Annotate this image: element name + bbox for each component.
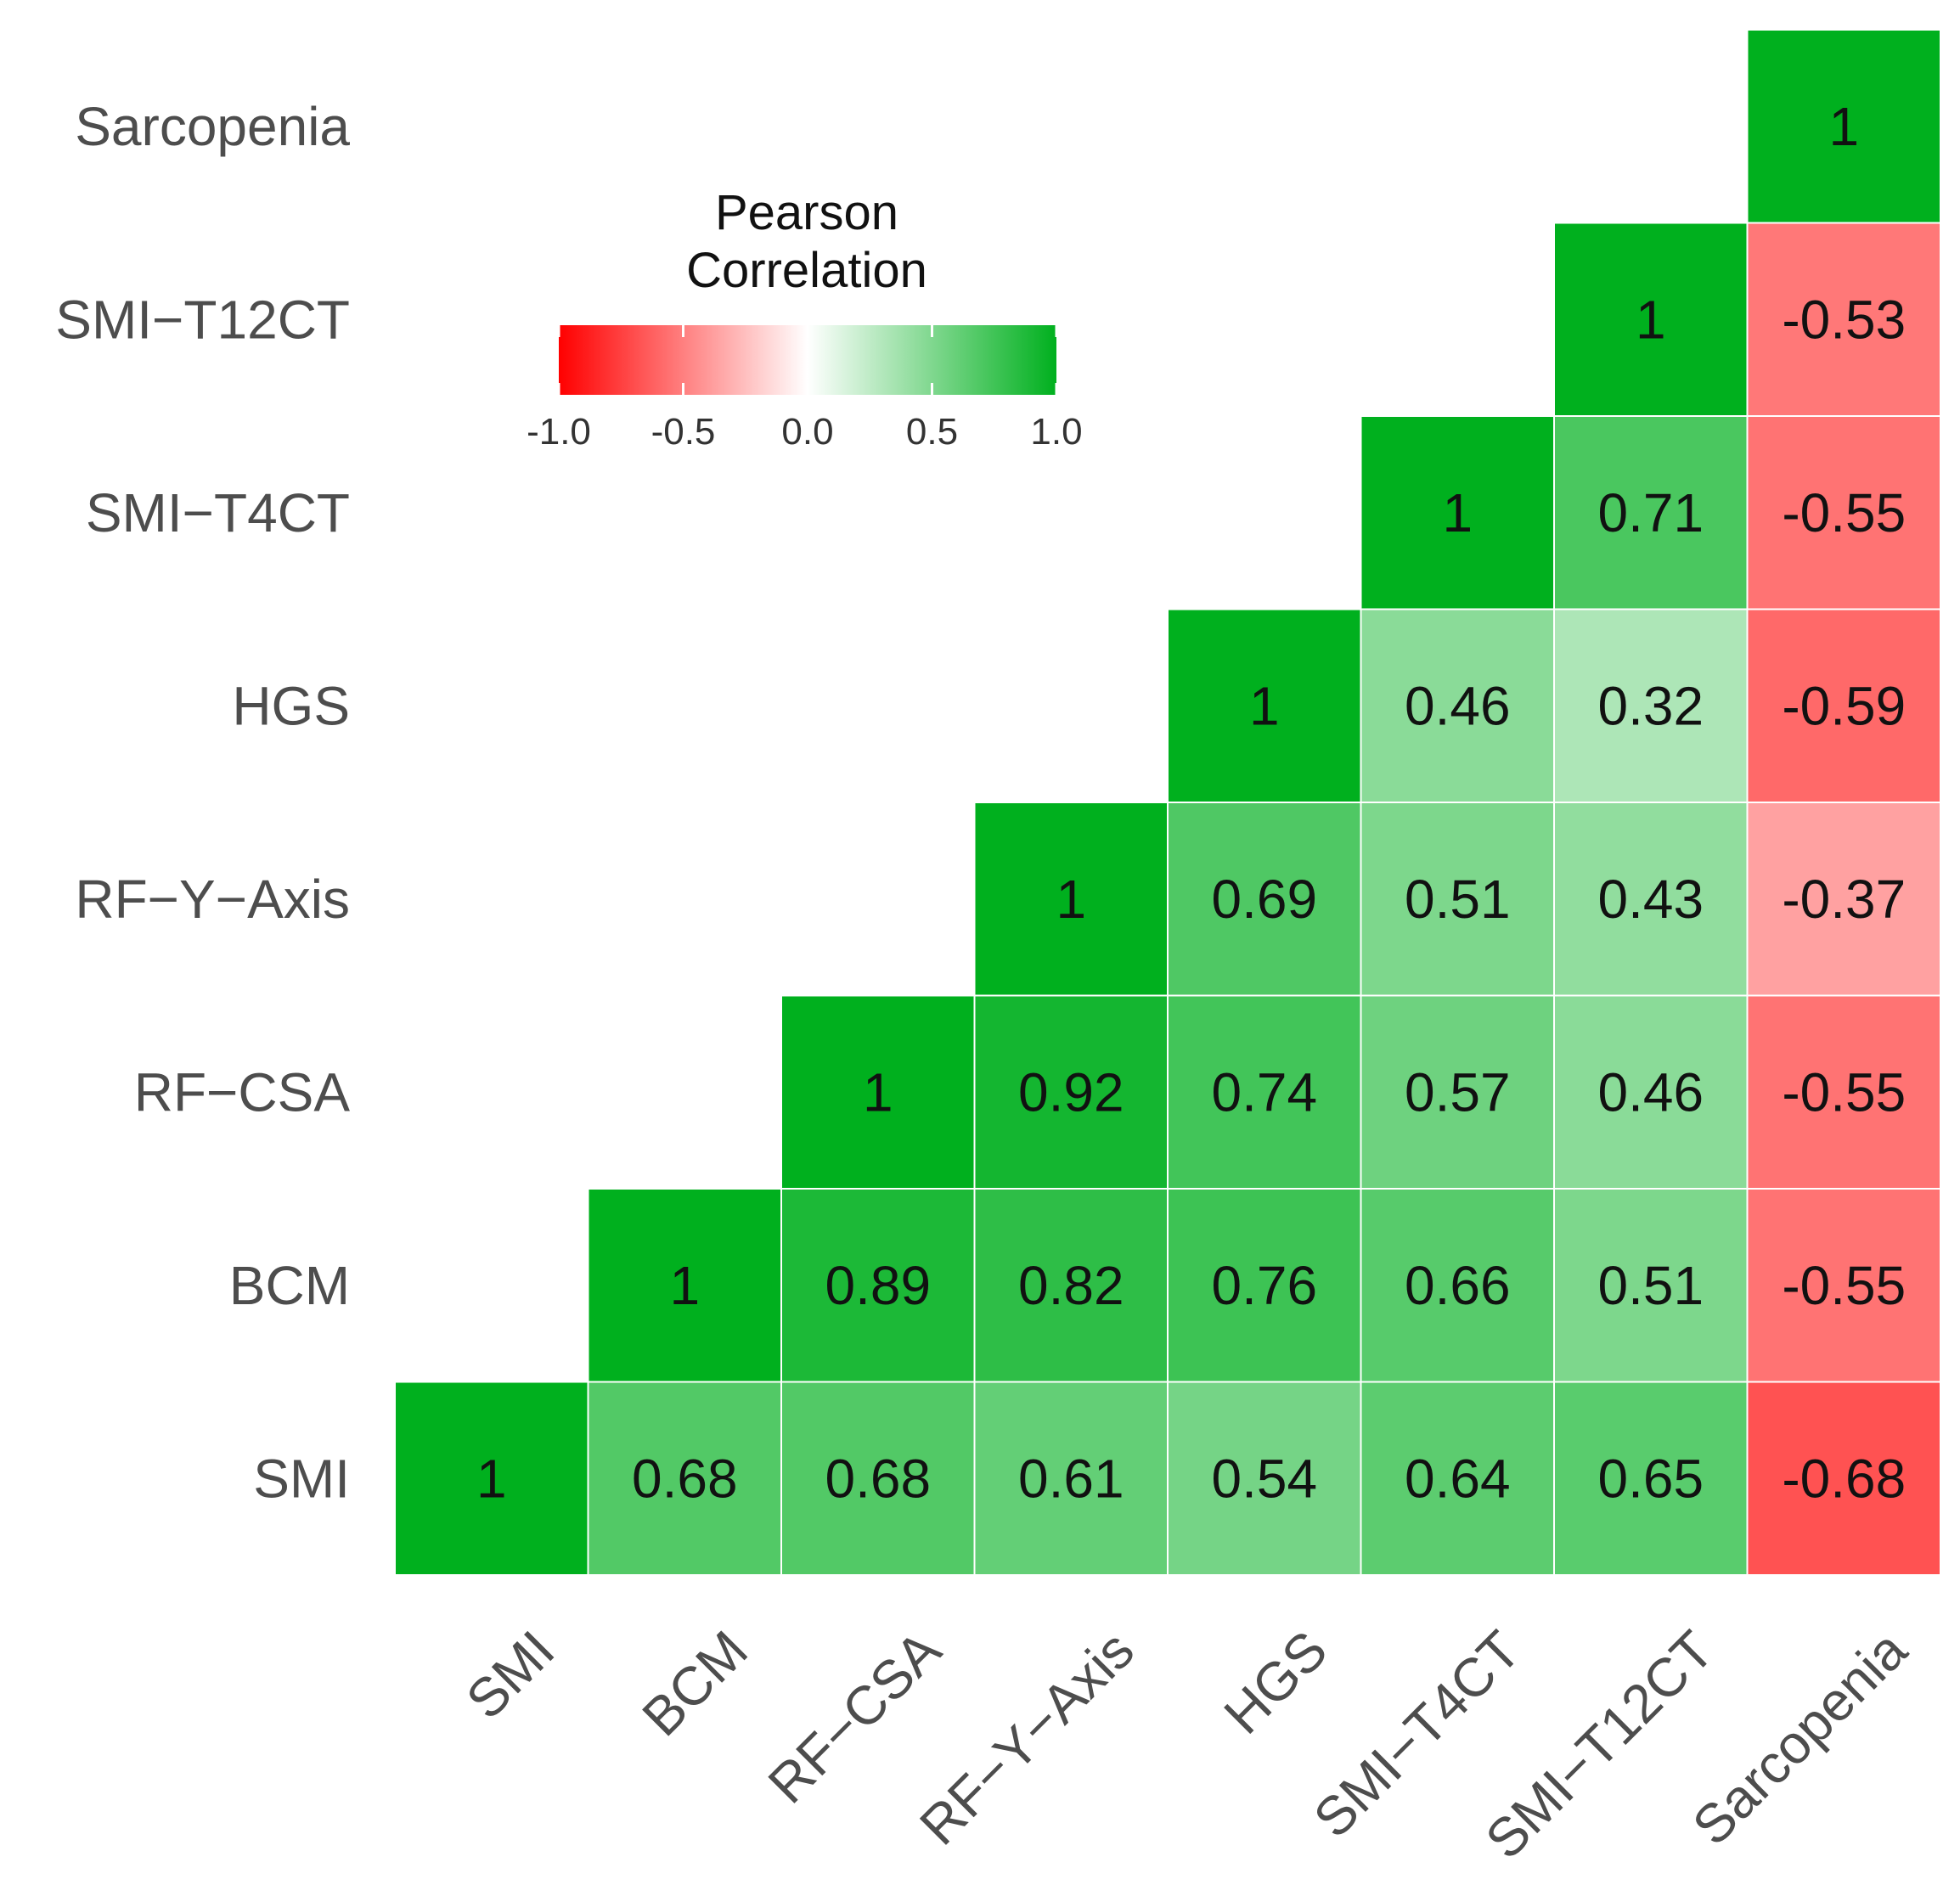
x-label-hgs: HGS <box>1212 1619 1338 1746</box>
legend-tick-label: -1.0 <box>527 411 591 453</box>
cell-value-smi-t4ct-smi: 0.64 <box>1405 1448 1511 1509</box>
cell-smi-t12ct-rf-y-axis <box>1553 802 1749 997</box>
legend-tick-label: 1.0 <box>1030 411 1082 453</box>
cell-value-rf-csa-rf-csa: 1 <box>863 1061 893 1122</box>
cell-bcm-smi <box>587 1381 782 1576</box>
legend-tick-label: 0.5 <box>906 411 958 453</box>
cell-hgs-rf-csa <box>1167 994 1362 1190</box>
y-label-rf-y-axis: RF−Y−Axis <box>75 869 350 930</box>
cell-value-rf-y-axis-smi: 0.61 <box>1018 1448 1124 1509</box>
cell-value-bcm-bcm: 1 <box>669 1255 700 1316</box>
cell-value-sarcopenia-rf-csa: -0.55 <box>1782 1061 1906 1122</box>
x-label-bcm: BCM <box>630 1619 758 1747</box>
y-axis-labels: SMI BCM RF−CSA RF−Y−Axis HGS SMI−T4CT SMI−T12C… <box>55 96 350 1510</box>
cell-smi-t4ct-rf-y-axis <box>1360 802 1555 997</box>
cell-value-smi-t12ct-smi-t4ct: 0.71 <box>1597 482 1704 543</box>
cell-rf-y-axis-bcm <box>973 1188 1169 1383</box>
cell-rf-csa-rf-csa <box>780 994 976 1190</box>
cell-smi-t4ct-hgs <box>1360 608 1555 803</box>
cell-rf-y-axis-rf-csa <box>973 994 1169 1190</box>
cell-value-hgs-hgs: 1 <box>1249 675 1280 736</box>
cell-value-hgs-rf-csa: 0.74 <box>1211 1061 1317 1122</box>
cell-value-smi-t12ct-rf-y-axis: 0.43 <box>1597 869 1704 930</box>
cell-value-rf-y-axis-rf-y-axis: 1 <box>1056 869 1086 930</box>
cell-sarcopenia-smi-t12ct <box>1746 222 1941 417</box>
cell-rf-csa-bcm <box>780 1188 976 1383</box>
cell-smi-t4ct-rf-csa <box>1360 994 1555 1190</box>
cell-smi-t12ct-bcm <box>1553 1188 1749 1383</box>
cell-value-sarcopenia-hgs: -0.59 <box>1782 675 1906 736</box>
cell-rf-y-axis-smi <box>973 1381 1169 1576</box>
cell-rf-y-axis-rf-y-axis <box>973 802 1169 997</box>
cell-value-sarcopenia-sarcopenia: 1 <box>1828 96 1859 157</box>
cell-smi-t4ct-smi <box>1360 1381 1555 1576</box>
y-label-rf-csa: RF−CSA <box>134 1061 351 1122</box>
cell-value-smi-t12ct-rf-csa: 0.46 <box>1597 1061 1704 1122</box>
cell-sarcopenia-sarcopenia <box>1746 29 1941 224</box>
y-label-smi: SMI <box>253 1448 350 1509</box>
cell-value-bcm-smi: 0.68 <box>632 1448 738 1509</box>
cell-value-sarcopenia-smi-t12ct: -0.53 <box>1782 289 1906 350</box>
cell-value-hgs-smi: 0.54 <box>1211 1448 1317 1509</box>
cell-smi-t4ct-bcm <box>1360 1188 1555 1383</box>
cell-sarcopenia-smi <box>1746 1381 1941 1576</box>
y-label-bcm: BCM <box>229 1255 350 1316</box>
legend-tick-label: 0.0 <box>781 411 833 453</box>
cell-smi-smi <box>394 1381 589 1576</box>
cell-value-rf-csa-smi: 0.68 <box>825 1448 931 1509</box>
cell-hgs-bcm <box>1167 1188 1362 1383</box>
cell-value-sarcopenia-bcm: -0.55 <box>1782 1255 1906 1316</box>
y-label-smi-t4ct: SMI−T4CT <box>86 482 350 543</box>
cell-value-hgs-rf-y-axis: 0.69 <box>1211 869 1317 930</box>
cell-value-rf-y-axis-rf-csa: 0.92 <box>1018 1061 1124 1122</box>
heatmap-cells <box>394 29 1941 1576</box>
color-legend: Pearson Correlation -1.0 -0.5 0.0 0.5 1.0 <box>527 185 1083 453</box>
cell-smi-t12ct-smi-t4ct <box>1553 415 1749 610</box>
cell-sarcopenia-smi-t4ct <box>1746 415 1941 610</box>
cell-value-rf-y-axis-bcm: 0.82 <box>1018 1255 1124 1316</box>
cell-value-smi-t12ct-smi: 0.65 <box>1597 1448 1704 1509</box>
x-label-rf-csa: RF−CSA <box>757 1619 953 1815</box>
cell-value-hgs-bcm: 0.76 <box>1211 1255 1317 1316</box>
cell-value-smi-smi: 1 <box>476 1448 507 1509</box>
y-label-smi-t12ct: SMI−T12CT <box>55 289 350 350</box>
cell-value-smi-t4ct-rf-y-axis: 0.51 <box>1405 869 1511 930</box>
x-label-smi: SMI <box>454 1619 566 1730</box>
cell-sarcopenia-hgs <box>1746 608 1941 803</box>
cell-value-smi-t12ct-bcm: 0.51 <box>1597 1255 1704 1316</box>
legend-tick-label: -0.5 <box>651 411 716 453</box>
cell-value-sarcopenia-smi-t4ct: -0.55 <box>1782 482 1906 543</box>
cell-value-smi-t4ct-smi-t4ct: 1 <box>1442 482 1473 543</box>
cell-value-smi-t12ct-hgs: 0.32 <box>1597 675 1704 736</box>
legend-ticks: -1.0 -0.5 0.0 0.5 1.0 <box>527 325 1083 453</box>
legend-title-line2: Correlation <box>686 243 927 298</box>
cell-value-sarcopenia-smi: -0.68 <box>1782 1448 1906 1509</box>
heatmap-cell-labels: 1 0.68 1 0.68 0.89 1 0.61 0.82 0.92 1 0.54 0.76 0.74… <box>476 96 1906 1510</box>
cell-value-sarcopenia-rf-y-axis: -0.37 <box>1782 869 1906 930</box>
cell-sarcopenia-bcm <box>1746 1188 1941 1383</box>
legend-title-line1: Pearson <box>715 185 898 240</box>
y-label-sarcopenia: Sarcopenia <box>75 96 350 157</box>
cell-value-rf-csa-bcm: 0.89 <box>825 1255 931 1316</box>
cell-rf-csa-smi <box>780 1381 976 1576</box>
cell-hgs-hgs <box>1167 608 1362 803</box>
cell-sarcopenia-rf-y-axis <box>1746 802 1941 997</box>
cell-value-smi-t12ct-smi-t12ct: 1 <box>1636 289 1666 350</box>
y-label-hgs: HGS <box>232 675 350 736</box>
cell-value-smi-t4ct-rf-csa: 0.57 <box>1405 1061 1511 1122</box>
cell-value-smi-t4ct-hgs: 0.46 <box>1405 675 1511 736</box>
cell-bcm-bcm <box>587 1188 782 1383</box>
cell-smi-t4ct-smi-t4ct <box>1360 415 1555 610</box>
cell-value-smi-t4ct-bcm: 0.66 <box>1405 1255 1511 1316</box>
cell-smi-t12ct-smi-t12ct <box>1553 222 1749 417</box>
